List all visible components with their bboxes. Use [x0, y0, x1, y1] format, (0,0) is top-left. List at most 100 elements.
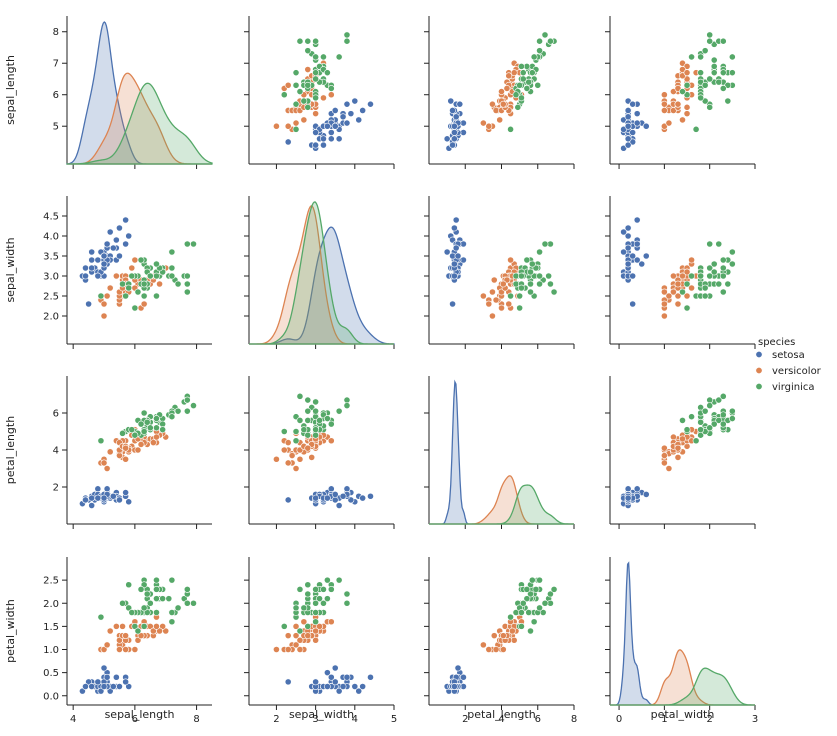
point-versicolor	[304, 444, 312, 452]
x-tick-label: 2	[462, 714, 468, 725]
point-virginica	[719, 420, 727, 428]
point-virginica	[146, 272, 154, 280]
point-versicolor	[137, 441, 145, 448]
point-setosa	[109, 683, 117, 690]
point-virginica	[183, 280, 191, 288]
point-virginica	[146, 424, 154, 432]
point-setosa	[88, 264, 96, 272]
point-setosa	[116, 224, 123, 232]
point-virginica	[541, 31, 549, 39]
point-setosa	[100, 494, 108, 502]
point-virginica	[697, 94, 705, 102]
point-versicolor	[665, 119, 673, 127]
point-setosa	[94, 272, 102, 280]
point-virginica	[679, 88, 686, 95]
point-virginica	[190, 599, 197, 607]
point-virginica	[724, 97, 732, 105]
point-virginica	[140, 604, 148, 612]
point-versicolor	[131, 256, 139, 264]
point-setosa	[443, 135, 451, 143]
y-tick-label: 2.0	[43, 312, 59, 323]
point-virginica	[527, 590, 534, 598]
point-virginica	[719, 272, 727, 280]
point-setosa	[638, 260, 646, 268]
point-versicolor	[312, 627, 320, 635]
legend-label-virginica: virginica	[772, 382, 815, 393]
point-virginica	[706, 31, 714, 39]
x-axis-label-sepal_width: sepal_width	[289, 708, 354, 721]
point-virginica	[719, 69, 727, 77]
point-setosa	[109, 492, 117, 500]
point-virginica	[527, 268, 534, 276]
point-versicolor	[273, 455, 280, 463]
point-virginica	[523, 256, 531, 264]
legend-marker-setosa	[755, 350, 763, 358]
point-setosa	[331, 664, 339, 672]
point-virginica	[335, 407, 343, 415]
point-virginica	[528, 69, 536, 77]
point-setosa	[633, 119, 641, 127]
point-versicolor	[660, 300, 668, 308]
point-setosa	[452, 113, 460, 121]
point-virginica	[507, 125, 514, 133]
point-virginica	[153, 595, 160, 603]
y-tick-label: 6	[53, 409, 59, 420]
point-versicolor	[683, 110, 691, 118]
point-virginica	[304, 396, 312, 404]
point-virginica	[728, 407, 736, 415]
y-tick-label: 5	[53, 122, 59, 133]
point-virginica	[153, 609, 160, 616]
point-virginica	[343, 590, 351, 598]
point-versicolor	[153, 622, 160, 630]
point-virginica	[715, 78, 723, 86]
point-virginica	[518, 284, 525, 292]
point-virginica	[701, 407, 709, 415]
point-virginica	[715, 240, 723, 248]
point-versicolor	[496, 116, 504, 124]
point-virginica	[518, 94, 525, 102]
point-versicolor	[479, 641, 487, 649]
point-setosa	[629, 100, 637, 108]
point-setosa	[320, 135, 327, 143]
point-versicolor	[499, 280, 507, 288]
point-virginica	[320, 53, 327, 61]
point-setosa	[339, 683, 347, 690]
point-versicolor	[106, 627, 114, 635]
point-setosa	[85, 300, 92, 308]
point-versicolor	[304, 632, 312, 640]
point-virginica	[296, 88, 304, 95]
point-versicolor	[288, 452, 296, 459]
point-versicolor	[312, 110, 320, 118]
panel-sepal_length-vs-sepal_length: 5 6 7 8	[53, 16, 213, 169]
point-virginica	[525, 609, 533, 616]
point-versicolor	[503, 85, 511, 92]
point-virginica	[519, 75, 527, 83]
point-virginica	[125, 581, 133, 589]
point-setosa	[624, 135, 632, 143]
x-tick-label: 4	[498, 714, 504, 725]
x-tick-label: 3	[752, 714, 758, 725]
point-virginica	[683, 304, 691, 312]
point-setosa	[88, 683, 96, 690]
point-virginica	[710, 260, 718, 268]
point-versicolor	[479, 292, 487, 300]
point-versicolor	[498, 88, 505, 95]
legend-label-versicolor: versicolor	[772, 366, 822, 377]
point-virginica	[547, 280, 554, 288]
point-setosa	[125, 232, 133, 240]
panel-petal_length-vs-petal_length	[424, 376, 575, 529]
point-versicolor	[292, 641, 300, 649]
point-virginica	[312, 599, 320, 607]
point-virginica	[153, 585, 160, 593]
point-versicolor	[499, 632, 507, 640]
x-tick-label: 8	[571, 714, 577, 725]
point-setosa	[122, 216, 130, 224]
point-virginica	[131, 622, 139, 630]
point-virginica	[545, 272, 553, 280]
point-setosa	[343, 119, 351, 127]
point-virginica	[280, 91, 288, 99]
point-versicolor	[292, 632, 300, 640]
point-virginica	[146, 599, 154, 607]
point-versicolor	[119, 622, 126, 630]
point-versicolor	[683, 69, 691, 77]
